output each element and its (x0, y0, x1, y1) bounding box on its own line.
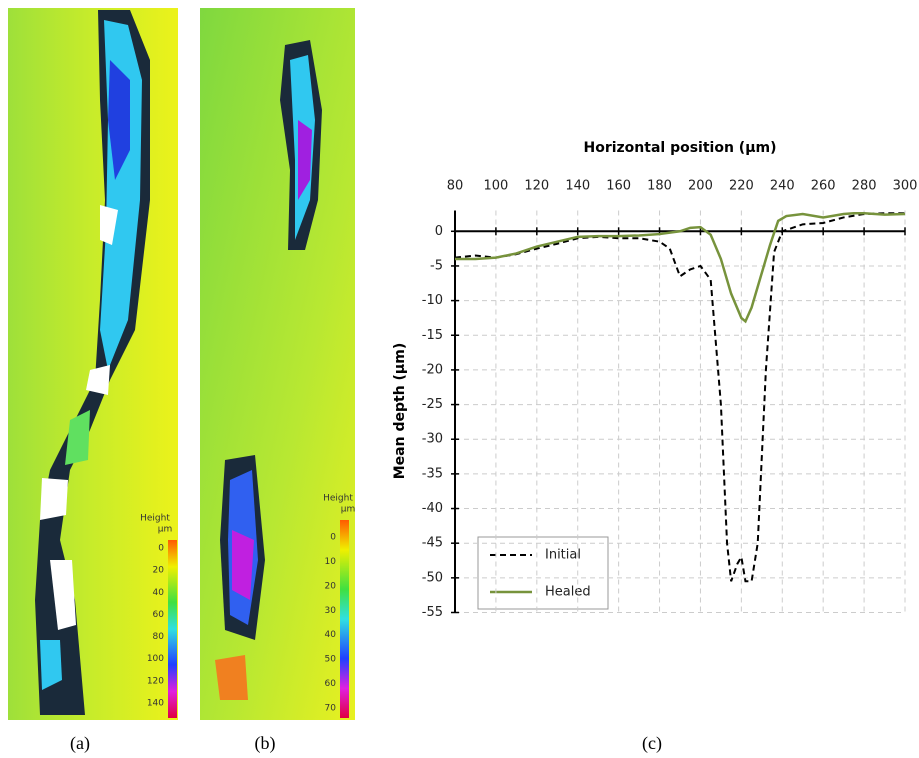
panel-b-image (200, 8, 355, 720)
colorbar-tick-label: 120 (147, 676, 164, 686)
x-tick-label: 100 (483, 179, 508, 194)
colorbar-tick-label: 60 (153, 610, 165, 620)
x-tick-label: 280 (852, 179, 877, 194)
colorbar-tick-label: 0 (158, 544, 164, 554)
x-tick-label: 200 (688, 179, 713, 194)
colorbar-tick-label: 20 (325, 581, 337, 591)
x-tick-label: 300 (893, 179, 918, 194)
colorbar-tick-label: 140 (147, 699, 164, 709)
colorbar-title: Height (140, 514, 170, 524)
legend: Initial Healed (477, 536, 609, 610)
x-tick-label: 80 (447, 179, 464, 194)
colorbar-tick-label: 0 (330, 533, 336, 543)
y-axis-title: Mean depth (µm) (392, 343, 408, 479)
x-tick-label: 260 (811, 179, 836, 194)
x-axis-title: Horizontal position (µm) (584, 140, 777, 156)
colorbar-tick-label: 60 (325, 679, 337, 689)
x-tick-label: 240 (770, 179, 795, 194)
colorbar-tick-label: 100 (147, 654, 164, 664)
x-tick-label: 140 (565, 179, 590, 194)
line-series (454, 212, 905, 583)
panel-label: (a) (70, 733, 90, 754)
y-tick-label: -50 (422, 570, 443, 585)
y-tick-label: -10 (422, 293, 443, 308)
colorbar-tick-label: 30 (325, 606, 337, 616)
panel-a-image (8, 8, 178, 720)
colorbar-unit: µm (341, 505, 356, 515)
colorbar-tick-label: 20 (153, 566, 165, 576)
x-tick-label: 120 (524, 179, 549, 194)
y-tick-label: -5 (430, 258, 443, 273)
y-tick-label: -30 (422, 432, 443, 447)
colorbar-unit: µm (158, 525, 173, 535)
panel-label: (b) (255, 733, 276, 754)
colorbar-tick-label: 40 (153, 588, 165, 598)
x-tick-label: 220 (729, 179, 754, 194)
y-tick-label: -40 (422, 501, 443, 516)
y-tick-label: -20 (422, 362, 443, 377)
y-tick-label: 0 (435, 224, 443, 239)
x-tick-label: 180 (647, 179, 672, 194)
colorbar-tick-label: 10 (325, 557, 337, 567)
y-tick-label: -45 (422, 536, 443, 551)
legend-label: Initial (545, 548, 581, 563)
line-series (455, 212, 906, 324)
legend-label: Healed (545, 585, 591, 600)
colorbar-tick-label: 50 (325, 655, 337, 665)
y-tick-label: -35 (422, 466, 443, 481)
y-tick-label: -15 (422, 328, 443, 343)
y-tick-label: -55 (422, 605, 443, 620)
chart-label: (c) (642, 733, 662, 754)
colorbar-title: Height (323, 494, 353, 504)
y-tick-label: -25 (422, 397, 443, 412)
colorbar-tick-label: 70 (325, 704, 337, 714)
colorbar-tick-label: 80 (153, 632, 165, 642)
colorbar-tick-label: 40 (325, 630, 337, 640)
x-tick-label: 160 (606, 179, 631, 194)
